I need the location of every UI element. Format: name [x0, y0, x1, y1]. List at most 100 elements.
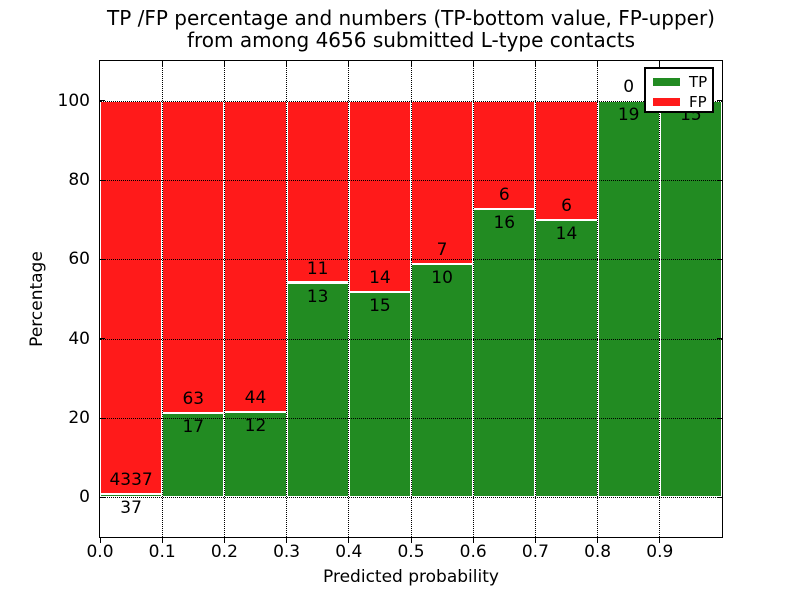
x-tick-mark-top	[597, 61, 599, 66]
x-tick-label: 0.2	[210, 542, 238, 562]
y-tick-mark-right	[717, 496, 722, 498]
tp-count-label: 16	[493, 212, 516, 233]
fp-bar-segment	[162, 100, 225, 414]
chart-title-line-2: from among 4656 submitted L-type contact…	[186, 28, 636, 52]
tp-count-label: 14	[555, 223, 578, 244]
x-tick-mark-top	[410, 61, 412, 66]
x-tick-mark-bottom	[286, 538, 288, 543]
y-tick-label: 40	[68, 328, 90, 349]
tp-count-label: 19	[617, 104, 640, 125]
y-tick-mark-right	[717, 417, 722, 419]
fp-count-label: 14	[369, 268, 391, 289]
x-tick-label: 0.9	[646, 542, 674, 562]
tp-count-label: 12	[244, 416, 267, 437]
y-tick-mark-right	[717, 338, 722, 340]
fp-count-label: 0	[623, 76, 635, 97]
x-tick-mark-bottom	[597, 538, 599, 543]
fp-bar-segment	[224, 100, 287, 413]
fp-bar-segment	[411, 100, 474, 264]
fp-legend-label: FP	[689, 93, 707, 111]
fp-count-label: 11	[306, 258, 329, 279]
v-gridline	[534, 61, 536, 537]
x-tick-mark-top	[161, 61, 163, 66]
legend: TP FP	[644, 67, 714, 113]
fp-count-label: 63	[182, 389, 205, 409]
fp-count-label: 4337	[109, 470, 153, 490]
tp-bar-segment	[100, 494, 163, 498]
x-tick-label: 0.6	[459, 542, 487, 562]
fp-count-label: 6	[561, 195, 572, 216]
tp-bar-segment	[473, 208, 536, 498]
y-tick-mark-left	[100, 179, 105, 181]
tp-legend-swatch	[653, 78, 680, 86]
v-gridline	[348, 61, 350, 537]
x-tick-mark-top	[534, 61, 536, 66]
y-tick-mark-right	[717, 179, 722, 181]
tp-count-label: 37	[120, 498, 142, 518]
y-tick-mark-right	[717, 100, 722, 102]
y-tick-label: 60	[68, 249, 90, 270]
x-axis-label: Predicted probability	[323, 567, 499, 587]
y-tick-mark-right	[717, 258, 722, 260]
tp-bar-segment	[162, 413, 225, 498]
x-tick-mark-top	[472, 61, 474, 66]
fp-count-label: 6	[498, 184, 510, 205]
tp-bar-segment	[348, 292, 411, 498]
v-gridline	[410, 61, 412, 537]
x-tick-label: 0.5	[397, 542, 425, 562]
y-tick-label: 20	[68, 408, 90, 428]
x-tick-mark-top	[348, 61, 350, 66]
y-tick-label: 100	[57, 90, 90, 111]
fp-bar-segment	[286, 100, 349, 283]
v-gridline	[161, 61, 163, 537]
fp-legend-swatch	[653, 98, 680, 106]
fp-count-label: 44	[244, 388, 267, 409]
tp-bar-segment	[659, 100, 722, 498]
x-tick-label: 0.7	[521, 542, 549, 562]
fp-bar-segment	[100, 100, 163, 494]
tp-count-label: 10	[431, 268, 453, 288]
v-gridline	[659, 61, 661, 537]
x-tick-mark-top	[223, 61, 225, 66]
x-tick-mark-bottom	[99, 538, 101, 543]
y-axis-label: Percentage	[27, 251, 47, 347]
x-tick-mark-bottom	[659, 538, 661, 543]
y-tick-mark-left	[100, 338, 105, 340]
legend-entry-fp: FP	[653, 94, 707, 110]
x-tick-label: 0.4	[335, 542, 363, 562]
x-tick-mark-bottom	[161, 538, 163, 543]
plot-area: 4337376317441211131415710616614019015	[99, 60, 723, 538]
x-tick-mark-bottom	[472, 538, 474, 543]
v-gridline	[223, 61, 225, 537]
tp-count-label: 17	[182, 417, 205, 437]
x-tick-mark-bottom	[534, 538, 536, 543]
x-tick-mark-bottom	[223, 538, 225, 543]
tp-count-label: 13	[306, 286, 329, 307]
tp-bar-segment	[286, 282, 349, 498]
x-tick-label: 0.1	[148, 542, 176, 562]
fp-bar-segment	[348, 100, 411, 293]
x-tick-mark-top	[286, 61, 288, 66]
x-tick-mark-bottom	[348, 538, 350, 543]
v-gridline	[597, 61, 599, 537]
legend-entry-tp: TP	[653, 74, 707, 90]
x-tick-label: 0.3	[273, 542, 301, 562]
tp-bar-segment	[535, 219, 598, 498]
chart-title: TP /FP percentage and numbers (TP-bottom…	[99, 7, 723, 51]
x-tick-label: 0.0	[86, 542, 114, 562]
tp-bar-segment	[224, 412, 287, 498]
tp-legend-label: TP	[689, 73, 708, 91]
tp-bar-segment	[411, 264, 474, 498]
x-tick-label: 0.8	[584, 542, 612, 562]
y-tick-mark-left	[100, 100, 105, 102]
v-gridline	[286, 61, 288, 537]
y-tick-mark-left	[100, 417, 105, 419]
y-tick-mark-left	[100, 496, 105, 498]
fp-count-label: 7	[436, 240, 448, 260]
y-tick-label: 80	[68, 170, 90, 190]
x-tick-mark-top	[659, 61, 661, 66]
v-gridline	[472, 61, 474, 537]
y-tick-label: 0	[79, 487, 90, 508]
chart-title-line-1: TP /FP percentage and numbers (TP-bottom…	[107, 6, 715, 30]
